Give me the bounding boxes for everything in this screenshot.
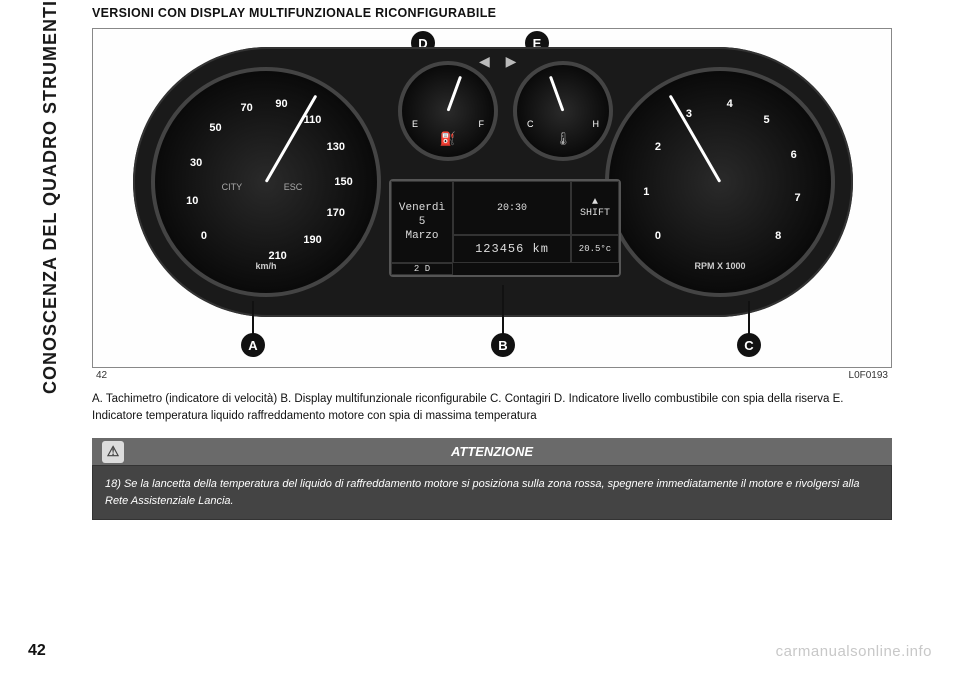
temp-gauge: C H 🌡 xyxy=(513,61,613,161)
display-gear: 2 D xyxy=(391,263,453,275)
warning-title: ATTENZIONE xyxy=(451,444,533,459)
page-number: 42 xyxy=(28,642,46,660)
cluster-housing: ◀ ▶ 0 10 30 50 70 90 110 130 150 170 1 xyxy=(133,47,853,317)
display-date: Venerdì 5 Marzo xyxy=(391,181,453,263)
callout-line xyxy=(748,301,750,335)
fuel-needle xyxy=(447,76,462,112)
tachometer-gauge: 0 1 2 3 4 5 6 7 8 RPM X 1000 xyxy=(605,67,835,297)
display-odometer: 123456 km xyxy=(453,235,571,263)
turn-signal-icons: ◀ ▶ xyxy=(479,53,522,70)
callout-a: A xyxy=(241,333,265,357)
callout-line xyxy=(502,285,504,335)
multifunction-display: 20:30 Venerdì 5 Marzo ▲ SHIFT 20.5°c 123… xyxy=(389,179,621,277)
temp-h: H xyxy=(593,119,600,129)
site-watermark: carmanualsonline.info xyxy=(776,643,932,660)
temp-icon: 🌡 xyxy=(555,131,572,147)
section-title: VERSIONI CON DISPLAY MULTIFUNZIONALE RIC… xyxy=(92,6,912,20)
figure-footer: 42 L0F0193 xyxy=(92,368,892,381)
warning-icon: ⚠ xyxy=(102,441,124,463)
temp-c: C xyxy=(527,119,534,129)
tacho-ticks: 0 1 2 3 4 5 6 7 8 xyxy=(623,85,817,279)
esc-label: ESC xyxy=(284,182,303,192)
callout-c: C xyxy=(737,333,761,357)
figure-code: L0F0193 xyxy=(849,370,888,381)
speedometer-gauge: 0 10 30 50 70 90 110 130 150 170 190 210… xyxy=(151,67,381,297)
warning-box: ⚠ ATTENZIONE 18) Se la lancetta della te… xyxy=(92,438,892,520)
manual-page: CONOSCENZA DEL QUADRO STRUMENTI VERSIONI… xyxy=(0,0,960,678)
temp-needle xyxy=(549,76,564,112)
warning-header: ⚠ ATTENZIONE xyxy=(92,438,892,465)
figure-caption: A. Tachimetro (indicatore di velocità) B… xyxy=(92,391,892,424)
warning-body: 18) Se la lancetta della temperatura del… xyxy=(92,465,892,520)
city-label: CITY xyxy=(222,182,243,192)
tacho-unit: RPM X 1000 xyxy=(694,261,745,271)
display-shift: ▲ SHIFT xyxy=(571,181,619,235)
fuel-icon: ⛽ xyxy=(440,131,456,147)
chapter-title: CONOSCENZA DEL QUADRO STRUMENTI xyxy=(40,0,61,404)
fuel-gauge: E F ⛽ xyxy=(398,61,498,161)
instrument-cluster-figure: D E ◀ ▶ 0 10 30 50 70 90 110 1 xyxy=(92,28,892,368)
fuel-e: E xyxy=(412,119,418,129)
display-time: 20:30 xyxy=(453,181,571,235)
display-temp-out: 20.5°c xyxy=(571,235,619,263)
callout-line xyxy=(252,301,254,335)
callout-b: B xyxy=(491,333,515,357)
chapter-sidebar: CONOSCENZA DEL QUADRO STRUMENTI xyxy=(30,0,70,540)
speedo-unit: km/h xyxy=(255,261,276,271)
fuel-f: F xyxy=(479,119,485,129)
figure-number: 42 xyxy=(96,370,107,381)
page-content: VERSIONI CON DISPLAY MULTIFUNZIONALE RIC… xyxy=(92,6,912,520)
